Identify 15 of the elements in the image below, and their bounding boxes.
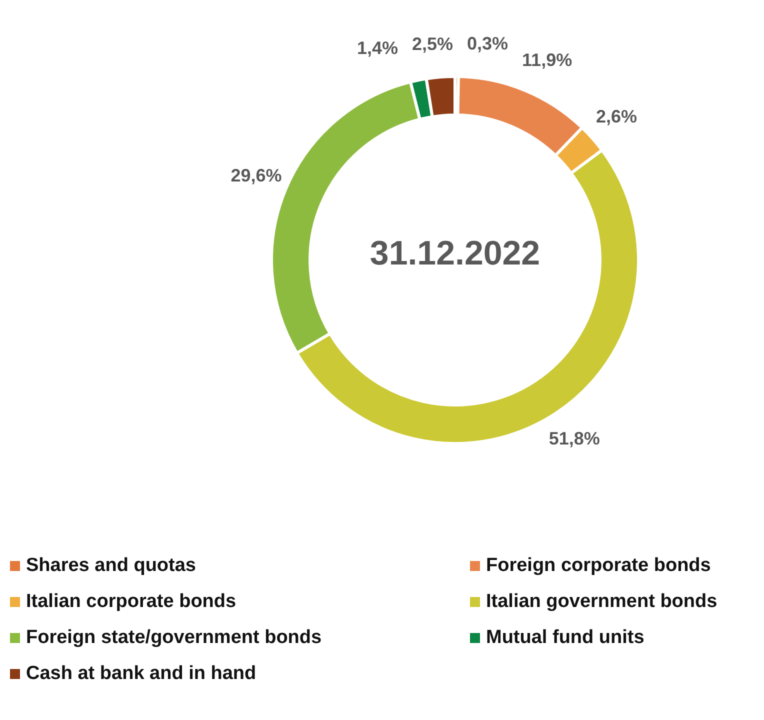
text: 31.12.2022: [370, 234, 540, 272]
legend-label: Italian government bonds: [486, 591, 718, 613]
data-label: 1,4%: [356, 38, 398, 58]
data-label: 2,6%: [596, 106, 638, 126]
data-label: 0,3%: [467, 33, 508, 54]
legend-label: Shares and quotas: [26, 555, 196, 577]
legend-label: Foreign corporate bonds: [486, 555, 711, 577]
legend-label: Italian corporate bonds: [26, 591, 236, 613]
data-label: 11,9%: [522, 50, 572, 70]
legend-label: Cash at bank and in hand: [26, 663, 256, 685]
data-label: 29,6%: [230, 166, 282, 186]
data-label: 51,8%: [548, 428, 600, 448]
data-label: 2,5%: [412, 34, 454, 54]
legend-label: Foreign state/government bonds: [26, 627, 322, 649]
legend-label: Mutual fund units: [486, 627, 644, 649]
